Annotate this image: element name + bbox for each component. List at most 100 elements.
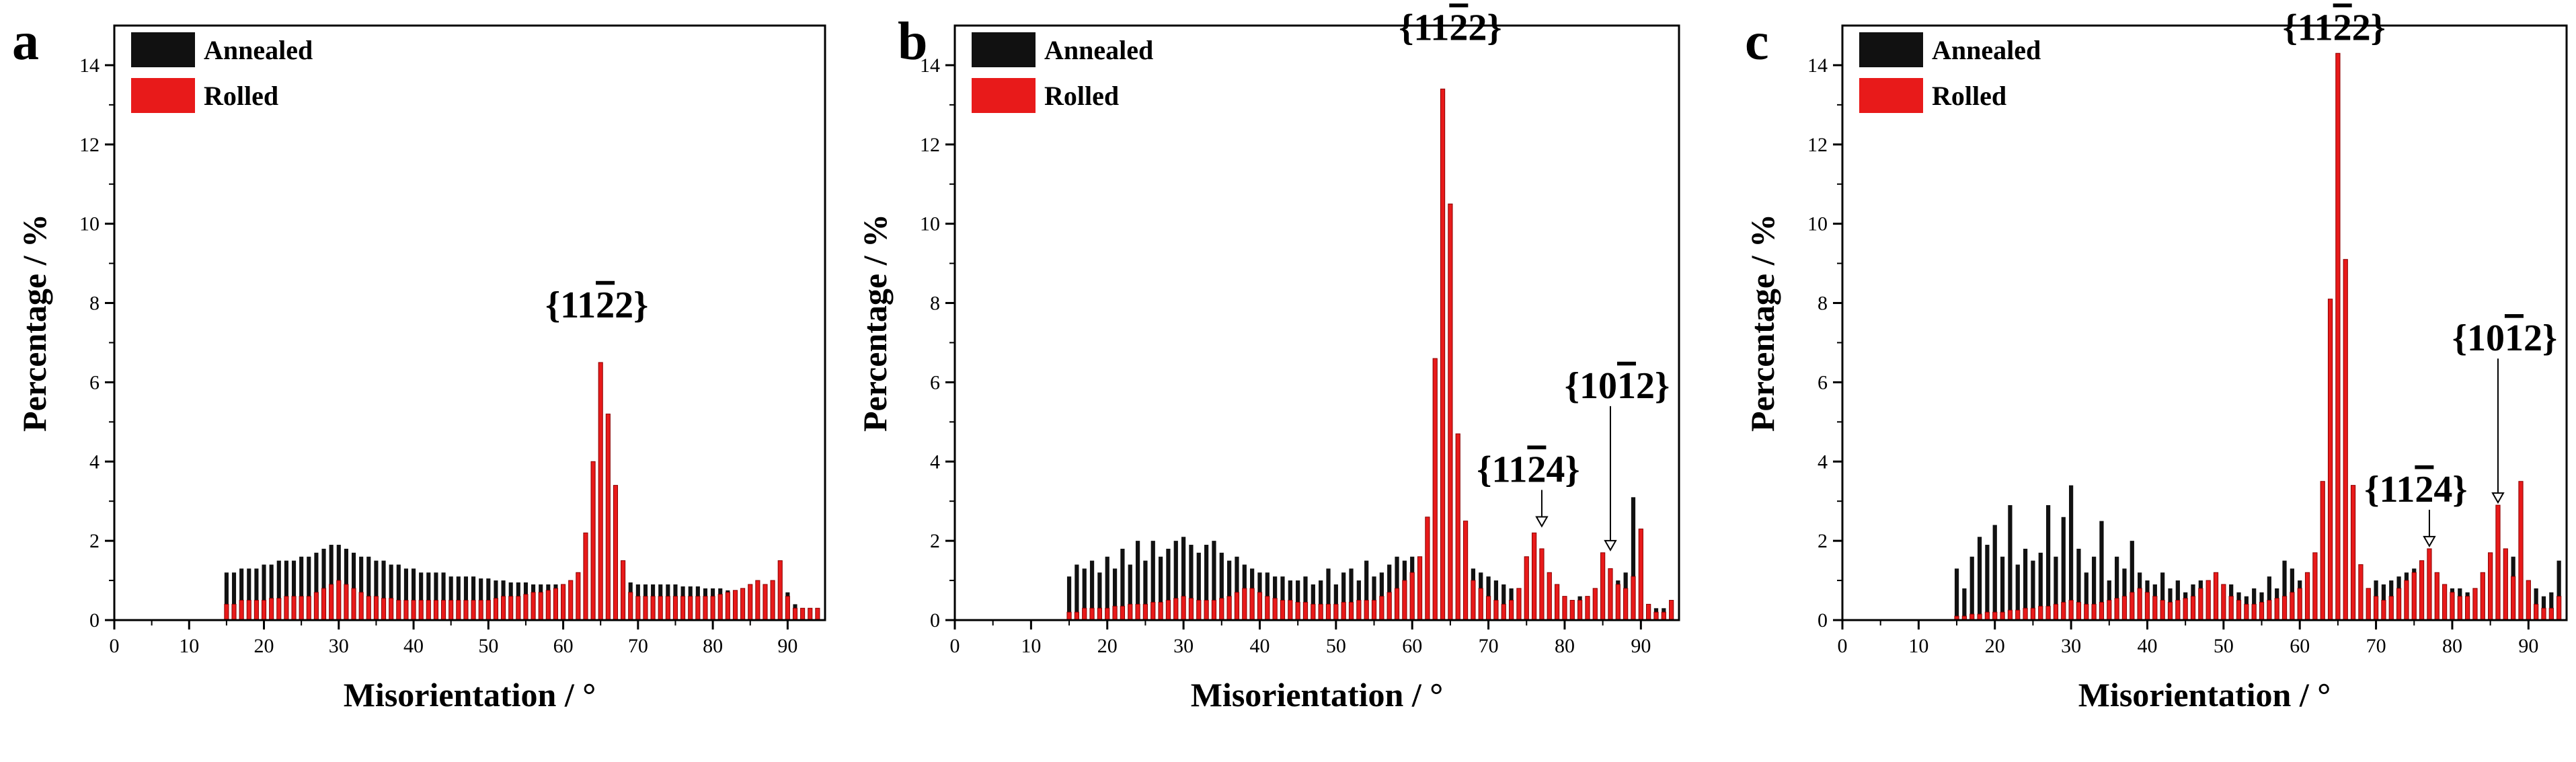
annotation-arrow-head: [2423, 535, 2436, 547]
bar-rolled: [284, 596, 289, 621]
bar-rolled: [366, 596, 371, 621]
bar-rolled: [471, 600, 476, 621]
bar-rolled: [1082, 607, 1087, 621]
bar-rolled: [299, 596, 304, 621]
bar-rolled: [329, 584, 334, 621]
y-tick-label: 8: [930, 293, 940, 315]
bar-rolled: [561, 584, 566, 621]
bar-rolled: [1508, 600, 1514, 621]
x-axis-title: Misorientation / °: [2078, 676, 2331, 714]
bar-rolled: [2137, 588, 2142, 621]
bar-rolled: [2396, 588, 2402, 621]
bar-annealed: [1166, 548, 1171, 620]
bar-rolled: [239, 600, 244, 621]
bar-annealed: [284, 560, 288, 620]
bar-annealed: [434, 572, 438, 620]
legend-label: Annealed: [1044, 35, 1153, 65]
bar-rolled: [2350, 485, 2356, 621]
bar-annealed: [1969, 556, 1974, 620]
bar-annealed: [1089, 560, 1095, 620]
bar-rolled: [2213, 572, 2219, 621]
x-tick-label: 40: [1249, 635, 1270, 657]
bar-rolled: [358, 592, 364, 621]
bar-rolled: [748, 584, 753, 621]
x-tick-label: 80: [703, 635, 723, 657]
bar-annealed: [1303, 576, 1308, 620]
y-tick-label: 8: [1818, 293, 1828, 315]
bar-rolled: [1387, 592, 1392, 621]
bar-rolled: [672, 596, 678, 621]
x-tick-label: 20: [1097, 635, 1118, 657]
x-axis-title: Misorientation / °: [344, 676, 596, 714]
bar-rolled: [2281, 596, 2288, 621]
x-tick-label: 90: [2518, 635, 2538, 657]
bar-rolled: [344, 584, 349, 621]
bar-rolled: [2290, 592, 2295, 621]
bar-rolled: [2548, 607, 2554, 621]
bar-annealed: [1296, 580, 1300, 620]
bar-rolled: [2038, 605, 2043, 621]
y-tick-label: 4: [89, 451, 100, 473]
annotation-part: 4}: [2433, 469, 2467, 510]
bar-rolled: [2244, 603, 2249, 621]
annotation-label: {1122}: [2283, 7, 2386, 48]
bar-rolled: [448, 600, 454, 621]
bar-rolled: [1569, 600, 1575, 621]
bar-rolled: [2190, 596, 2196, 621]
y-tick-label: 4: [930, 451, 940, 473]
bar-rolled: [2427, 548, 2432, 621]
bar-rolled: [1462, 521, 1469, 621]
bar-annealed: [1349, 568, 1354, 620]
bar-rolled: [2236, 600, 2242, 621]
y-tick-label: 2: [930, 530, 940, 552]
bar-rolled: [1204, 600, 1209, 621]
bar-rolled: [755, 580, 760, 621]
bar-annealed: [381, 560, 386, 620]
bar-annealed: [321, 548, 326, 620]
bar-annealed: [359, 556, 364, 620]
plot-frame: [113, 24, 826, 621]
bar-rolled: [2259, 601, 2265, 621]
bar-annealed: [269, 564, 274, 620]
bar-rolled: [246, 600, 251, 621]
bar-rolled: [553, 588, 559, 621]
bar-rolled: [1600, 552, 1606, 621]
bar-annealed: [1364, 560, 1369, 620]
bar-rolled: [2381, 600, 2386, 621]
bar-rolled: [740, 588, 746, 621]
annotation-part: 4}: [1546, 449, 1579, 490]
y-tick-label: 2: [1818, 530, 1828, 552]
bar-rolled: [1615, 584, 1621, 621]
bar-rolled: [1531, 532, 1537, 621]
bar-annealed: [1333, 584, 1338, 620]
bar-annealed: [2045, 505, 2051, 620]
y-tick-label: 10: [79, 213, 100, 235]
bar-rolled: [2023, 607, 2028, 621]
bar-annealed: [1143, 560, 1148, 620]
bar-rolled: [590, 461, 596, 621]
bar-annealed: [1189, 545, 1194, 620]
bar-rolled: [2518, 481, 2524, 621]
y-tick-label: 14: [920, 54, 940, 77]
bar-annealed: [471, 576, 476, 620]
bar-rolled: [1631, 576, 1636, 621]
plot-frame: [1841, 24, 2568, 621]
y-tick-label: 0: [1818, 609, 1828, 632]
bar-rolled: [1577, 600, 1583, 621]
bar-annealed: [1120, 548, 1125, 620]
bar-rolled: [1128, 603, 1133, 621]
annotation-part: {11: [1399, 7, 1449, 48]
legend-swatch: [131, 78, 195, 113]
bar-rolled: [2251, 603, 2257, 621]
bar-rolled: [1249, 588, 1255, 621]
bar-rolled: [725, 592, 730, 621]
bar-annealed: [2038, 552, 2043, 620]
bar-annealed: [254, 568, 259, 620]
bar-rolled: [1539, 548, 1545, 621]
x-tick-label: 10: [1908, 635, 1928, 657]
bar-rolled: [1295, 601, 1300, 621]
bar-annealed: [448, 576, 453, 620]
bar-rolled: [1181, 596, 1186, 621]
bar-annealed: [1962, 588, 1967, 620]
